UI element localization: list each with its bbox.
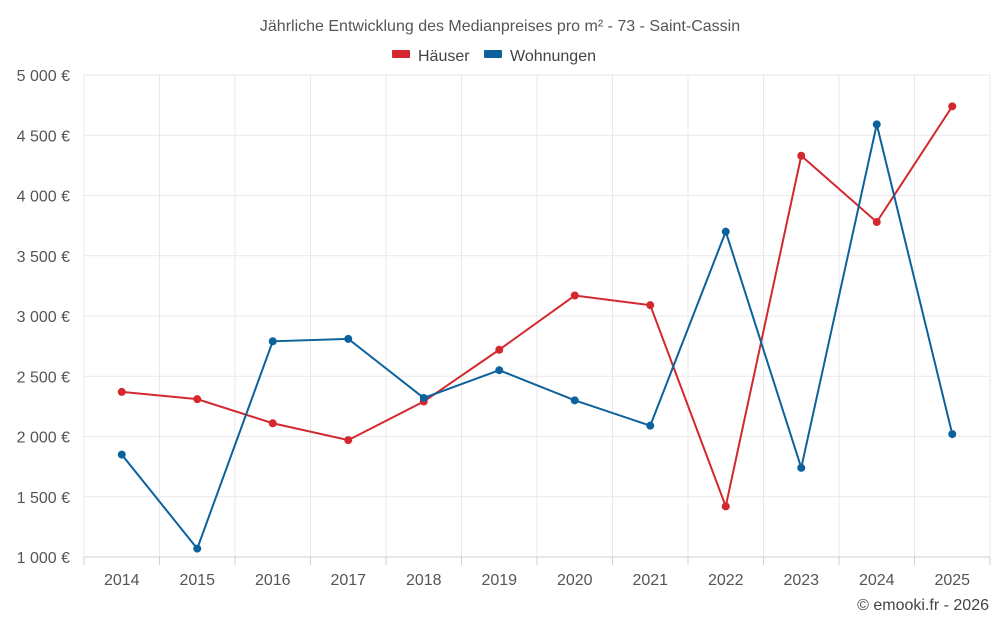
x-tick-label: 2020 — [557, 572, 593, 589]
data-point[interactable] — [797, 463, 806, 472]
data-point[interactable] — [646, 301, 655, 310]
legend-swatch — [484, 50, 502, 58]
x-tick-label: 2018 — [406, 572, 442, 589]
legend-label: Häuser — [418, 48, 470, 65]
y-tick-label: 4 500 € — [17, 128, 70, 145]
data-point[interactable] — [570, 396, 579, 405]
credit-text: © emooki.fr - 2026 — [857, 597, 989, 614]
data-point[interactable] — [570, 291, 579, 300]
data-point[interactable] — [419, 393, 428, 402]
data-point[interactable] — [344, 436, 353, 445]
x-tick-label: 2025 — [934, 572, 970, 589]
data-point[interactable] — [193, 544, 202, 553]
x-tick-label: 2024 — [859, 572, 895, 589]
series-line — [121, 105, 954, 510]
grid — [83, 74, 991, 557]
x-tick-label: 2022 — [708, 572, 744, 589]
legend-item[interactable]: Häuser — [392, 48, 470, 65]
x-tick-label: 2015 — [179, 572, 215, 589]
y-tick-label: 2 500 € — [17, 369, 70, 386]
data-point[interactable] — [948, 102, 957, 111]
chart-title: Jährliche Entwicklung des Medianpreises … — [260, 18, 740, 35]
x-axis: 2014 2015 2016 2017 2018 2019 2020 2021 2022 2023… — [83, 556, 991, 589]
data-point[interactable] — [117, 450, 126, 459]
x-tick-label: 2023 — [783, 572, 819, 589]
series-wohnungen — [117, 120, 957, 553]
x-tick-label: 2016 — [255, 572, 291, 589]
data-point[interactable] — [721, 502, 730, 511]
data-point[interactable] — [872, 120, 881, 129]
legend[interactable]: Häuser Wohnungen — [392, 48, 596, 65]
x-tick-label: 2014 — [104, 572, 140, 589]
data-point[interactable] — [495, 345, 504, 354]
legend-item[interactable]: Wohnungen — [484, 48, 596, 65]
y-tick-label: 5 000 € — [17, 68, 70, 85]
y-tick-label: 2 000 € — [17, 430, 70, 447]
series-line — [120, 124, 954, 551]
data-point[interactable] — [797, 151, 806, 160]
y-tick-label: 1 000 € — [17, 550, 70, 567]
data-point[interactable] — [344, 334, 353, 343]
x-tick-label: 2017 — [330, 572, 366, 589]
data-point[interactable] — [117, 387, 126, 396]
data-point[interactable] — [872, 218, 881, 227]
data-point[interactable] — [268, 419, 277, 428]
series-haeuser — [117, 102, 957, 511]
data-point[interactable] — [495, 366, 504, 375]
data-point[interactable] — [268, 337, 277, 346]
y-tick-label: 4 000 € — [17, 189, 70, 206]
y-tick-label: 3 500 € — [17, 249, 70, 266]
y-tick-label: 3 000 € — [17, 309, 70, 326]
data-point[interactable] — [721, 227, 730, 236]
data-point[interactable] — [193, 395, 202, 404]
x-tick-label: 2021 — [632, 572, 668, 589]
y-axis: 1 000 € 1 500 € 2 000 € 2 500 € 3 000 € 3 500… — [17, 68, 70, 567]
series-layer — [117, 102, 957, 553]
y-tick-label: 1 500 € — [17, 490, 70, 507]
legend-swatch — [392, 50, 410, 58]
data-point[interactable] — [948, 430, 957, 439]
data-point[interactable] — [646, 421, 655, 430]
x-tick-label: 2019 — [481, 572, 517, 589]
legend-label: Wohnungen — [510, 48, 596, 65]
